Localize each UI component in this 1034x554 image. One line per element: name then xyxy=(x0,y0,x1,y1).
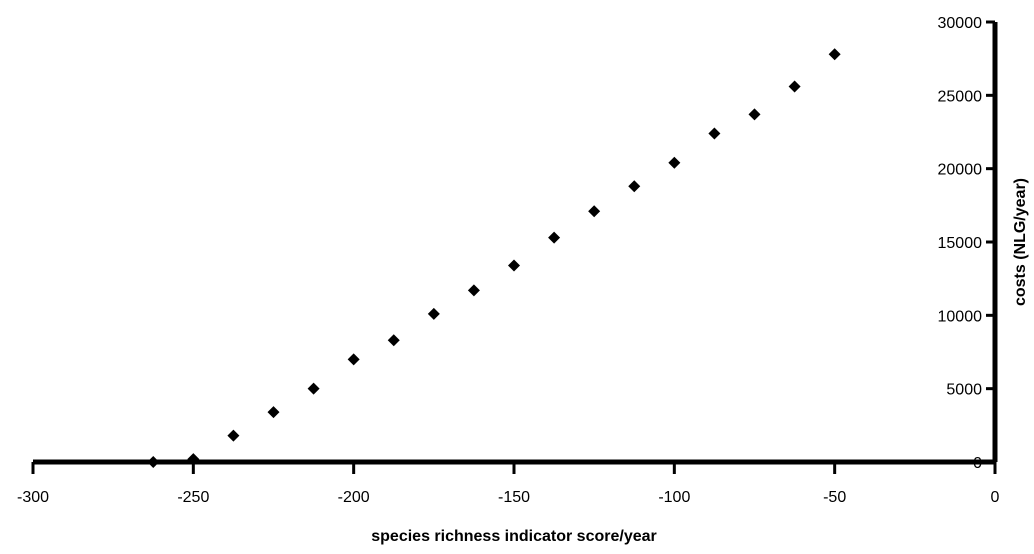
data-point xyxy=(427,307,440,320)
data-points xyxy=(147,48,841,468)
data-point xyxy=(267,406,280,419)
x-tick-label: -150 xyxy=(498,489,530,506)
y-tick-label: 20000 xyxy=(938,162,983,179)
data-point xyxy=(187,453,200,466)
data-point xyxy=(788,80,801,93)
data-point xyxy=(508,259,520,272)
y-tick-label: 0 xyxy=(973,455,982,472)
data-point xyxy=(668,156,681,169)
x-tick-label: -250 xyxy=(177,489,209,506)
data-point xyxy=(748,108,761,121)
data-point xyxy=(387,334,400,347)
x-tick-label: -200 xyxy=(338,489,370,506)
x-tick-label: -100 xyxy=(658,489,690,506)
axes xyxy=(33,22,998,465)
ticks: -300 -250 -200 -150 -100 -50 00 5000 10000 15000 2… xyxy=(17,15,1000,506)
data-point xyxy=(227,429,240,442)
x-tick-label: -300 xyxy=(17,489,49,506)
data-point xyxy=(467,284,480,297)
data-point xyxy=(588,205,601,218)
y-tick-label: 10000 xyxy=(938,308,983,325)
y-tick-label: 30000 xyxy=(938,15,983,32)
y-axis-title: costs (NLG/year) xyxy=(1012,178,1029,306)
data-point xyxy=(307,382,320,395)
y-tick-label: 25000 xyxy=(938,88,983,105)
data-point xyxy=(828,48,841,61)
x-axis-title: species richness indicator score/year xyxy=(371,528,656,545)
y-tick-label: 15000 xyxy=(938,235,983,252)
y-tick-label: 5000 xyxy=(946,382,982,399)
x-tick-label: 0 xyxy=(991,489,1000,506)
data-point xyxy=(548,231,561,244)
data-point xyxy=(347,353,360,366)
data-point xyxy=(628,180,641,193)
data-point xyxy=(708,127,721,140)
data-point xyxy=(147,456,160,468)
x-tick-label: -50 xyxy=(823,489,846,506)
